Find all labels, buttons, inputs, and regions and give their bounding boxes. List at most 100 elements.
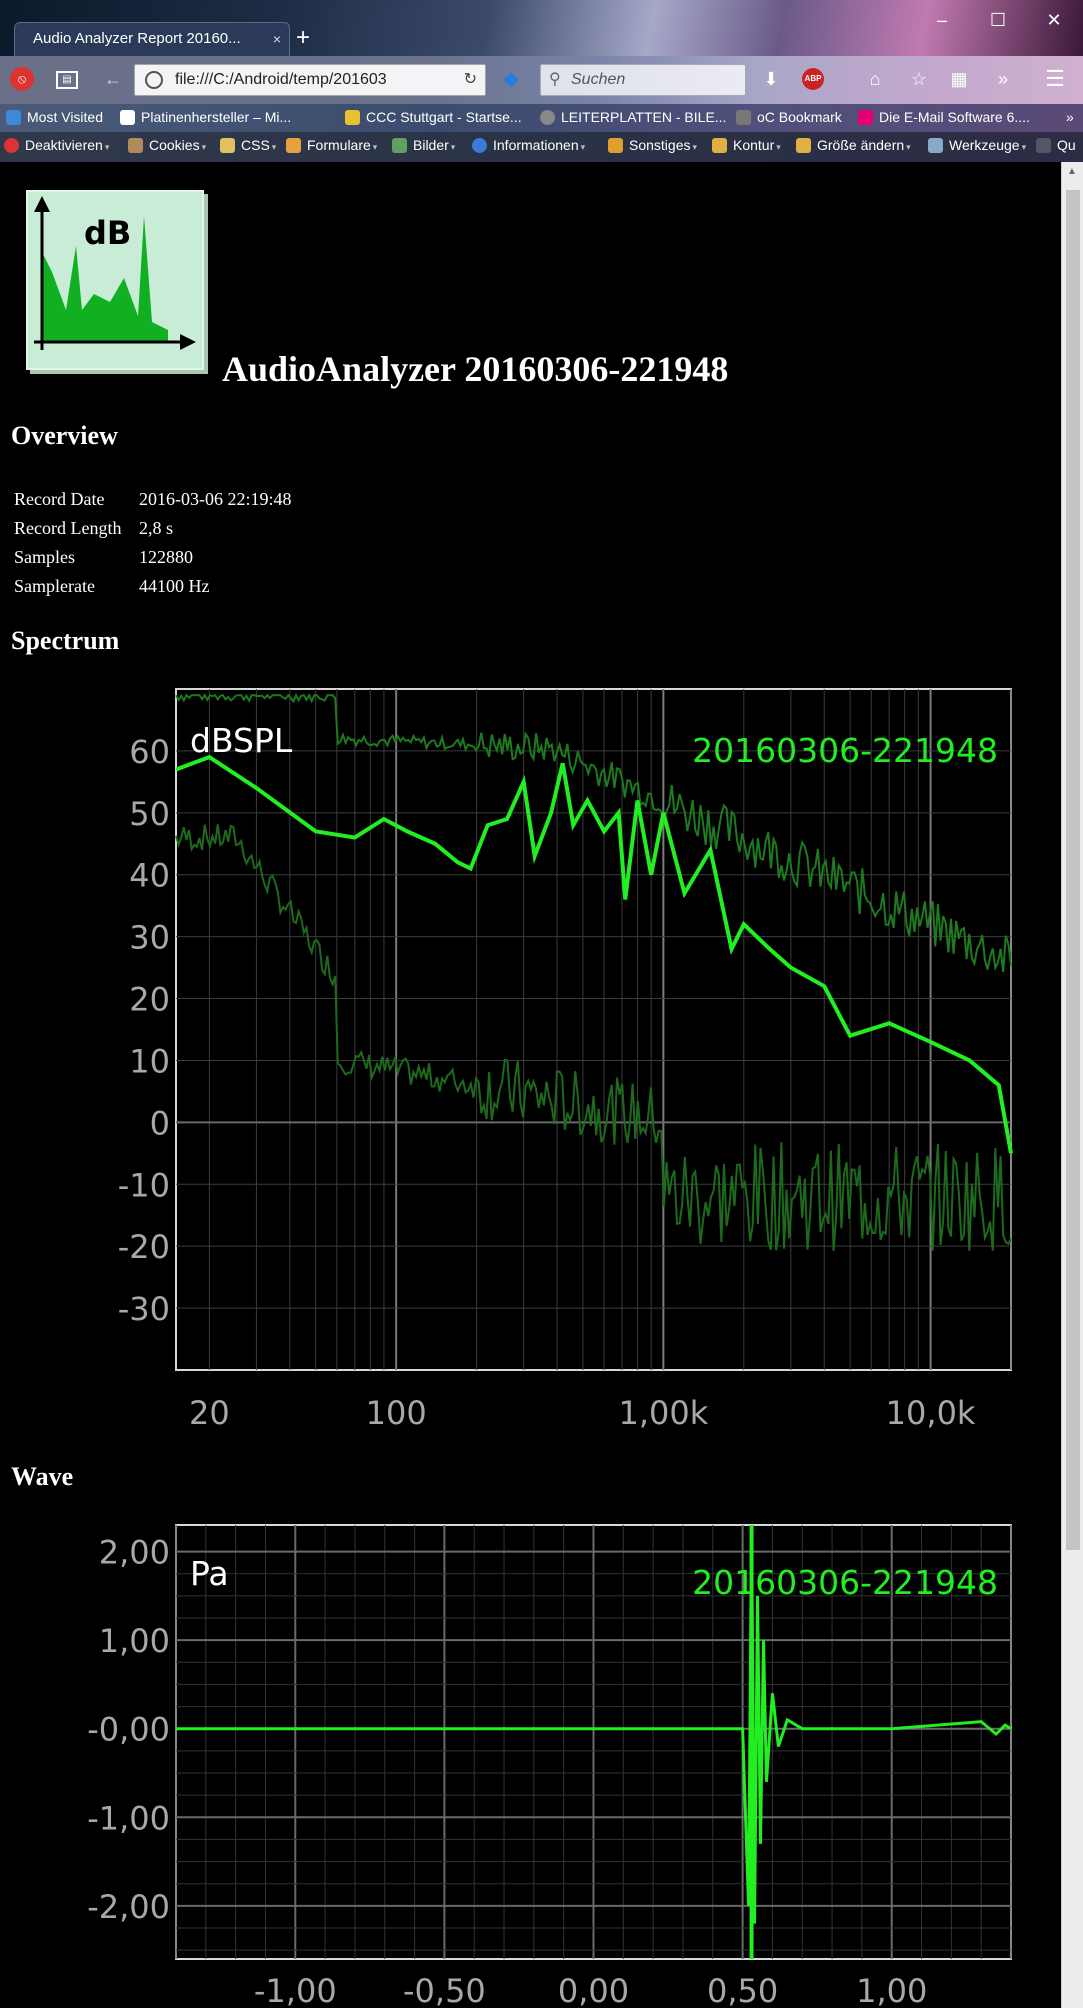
scrollbar-thumb[interactable]: [1066, 190, 1080, 1550]
wave-plot: Pa 20160306-221948 2,00 1,00 -0,00 -1,00 -2,…: [87, 1524, 1012, 2008]
y-tick-label: 2,00: [99, 1534, 170, 1572]
bookmarks-more-icon[interactable]: »: [1066, 109, 1074, 125]
search-icon: ⚲: [549, 71, 561, 88]
misc-icon: [608, 138, 623, 153]
bookmark-icon: [345, 110, 360, 125]
x-tick-label: 1,00: [856, 1972, 927, 2008]
table-row: Record Date 2016-03-06 22:19:48: [14, 489, 292, 509]
maximize-button[interactable]: ☐: [989, 10, 1007, 30]
page-title: AudioAnalyzer 20160306-221948: [222, 349, 729, 389]
tab-title: Audio Analyzer Report 20160...: [33, 30, 241, 47]
y-tick-label: -30: [118, 1290, 170, 1328]
toolbar-item-informationen[interactable]: Informationen ▾: [472, 137, 585, 153]
scroll-up-icon[interactable]: ▲: [1067, 166, 1077, 177]
reading-list-icon[interactable]: ▦: [950, 69, 968, 89]
bookmark-item[interactable]: Most Visited: [6, 109, 103, 125]
x-tick-label: 1,00k: [618, 1394, 708, 1432]
x-tick-label: -1,00: [254, 1972, 337, 2008]
tab-close-icon[interactable]: ×: [272, 31, 281, 47]
wave-unit-label: Pa: [190, 1554, 229, 1593]
adblock-icon[interactable]: ABP: [802, 68, 824, 90]
x-tick-label: 100: [366, 1394, 427, 1432]
bookmark-icon: [736, 110, 751, 125]
toolbar-item-cookies[interactable]: Cookies ▾: [128, 137, 206, 153]
wave-chart: Pa 20160306-221948 2,00 1,00 -0,00 -1,00 -2,…: [0, 1518, 1061, 2008]
bookmark-icon: [6, 110, 21, 125]
overview-heading: Overview: [11, 421, 118, 450]
minimize-button[interactable]: –: [936, 10, 947, 30]
toolbar-item-werkzeuge[interactable]: Werkzeuge ▾: [928, 137, 1026, 153]
toolbar-item-formulare[interactable]: Formulare ▾: [286, 137, 377, 153]
bookmark-star-icon[interactable]: ☆: [910, 69, 928, 89]
spectrum-envelope: [175, 692, 1012, 1252]
toolbar-item-bilder[interactable]: Bilder ▾: [392, 137, 455, 153]
y-tick-label: 50: [129, 795, 170, 833]
x-tick-label: -0,50: [403, 1972, 486, 2008]
toolbar-item-css[interactable]: CSS ▾: [220, 137, 276, 153]
download-icon[interactable]: ⬇: [763, 69, 779, 89]
y-tick-label: 40: [129, 857, 170, 895]
x-tick-label: 0,50: [707, 1972, 778, 2008]
globe-icon: [540, 110, 555, 125]
overview-table: Record Date 2016-03-06 22:19:48 Record Le…: [14, 485, 295, 601]
telekom-icon: [858, 110, 873, 125]
spectrum-max-trace: [175, 692, 1012, 973]
overflow-chevron-icon[interactable]: »: [997, 69, 1008, 89]
table-row: Samplerate 44100 Hz: [14, 576, 210, 596]
url-bar[interactable]: file:///C:/Android/temp/201603 ↻: [134, 64, 486, 96]
monitor-icon: [1036, 138, 1051, 153]
y-tick-label: 20: [129, 981, 170, 1019]
toolbar-item-sonstiges[interactable]: Sonstiges ▾: [608, 137, 697, 153]
search-placeholder: Suchen: [571, 71, 626, 88]
reload-icon[interactable]: ↻: [463, 71, 477, 88]
plot-area: [175, 688, 1012, 1371]
site-info-icon[interactable]: [145, 71, 163, 89]
logo-graph-icon: dB: [34, 196, 196, 350]
pencil-icon: [712, 138, 727, 153]
search-input[interactable]: ⚲ Suchen: [540, 64, 746, 96]
developer-toolbar: Deaktivieren ▾ Cookies ▾ CSS ▾ Formulare ▾ B…: [0, 132, 1083, 162]
menu-icon[interactable]: ☰: [1045, 66, 1065, 91]
bookmark-item[interactable]: Platinenhersteller – Mi...: [120, 109, 291, 125]
toolbar-item-deaktivieren[interactable]: Deaktivieren ▾: [4, 137, 109, 153]
y-tick-label: -1,00: [87, 1799, 170, 1837]
tab-active[interactable]: Audio Analyzer Report 20160... ×: [14, 22, 290, 56]
toolbar-item-more[interactable]: Qu: [1036, 137, 1076, 153]
bookmark-item[interactable]: Die E-Mail Software 6....: [858, 109, 1030, 125]
wave-series-label: 20160306-221948: [692, 1563, 998, 1602]
audio-analyzer-logo: dB: [26, 190, 204, 370]
vertical-scrollbar[interactable]: ▲: [1061, 162, 1083, 2008]
bookmark-item[interactable]: oC Bookmark: [736, 109, 842, 125]
bookmark-item[interactable]: LEITERPLATTEN - BILE...: [540, 109, 726, 125]
x-tick-label: 10,0k: [886, 1394, 976, 1432]
title-bar: Audio Analyzer Report 20160... × + – ☐ ✕: [0, 0, 1083, 56]
navigation-toolbar: ⦸ ▤ ← file:///C:/Android/temp/201603 ↻ ◆…: [0, 56, 1083, 104]
logo-text: dB: [84, 214, 131, 252]
addon-icon[interactable]: ⦸: [10, 67, 34, 91]
bookmark-item[interactable]: CCC Stuttgart - Startse...: [345, 109, 522, 125]
toolbar-item-groesse-aendern[interactable]: Größe ändern ▾: [796, 137, 911, 153]
back-icon[interactable]: ←: [104, 69, 122, 89]
cloud-icon: [120, 110, 135, 125]
spectrum-unit-label: dBSPL: [190, 721, 293, 760]
spectrum-min-trace: [175, 824, 1012, 1252]
tools-icon: [928, 138, 943, 153]
spectrum-plot: dBSPL 20160306-221948 6050403020100-10-2…: [118, 688, 1013, 1432]
extension-icon[interactable]: ◆: [503, 68, 519, 90]
image-icon: [392, 138, 407, 153]
y-tick-label: -0,00: [87, 1711, 170, 1749]
info-icon: [472, 138, 487, 153]
new-tab-button[interactable]: +: [296, 24, 311, 51]
resize-icon: [796, 138, 811, 153]
y-tick-label: -10: [118, 1166, 170, 1204]
wave-series-line: [176, 1524, 1012, 1924]
url-text: file:///C:/Android/temp/201603: [175, 71, 387, 88]
y-tick-label: 30: [129, 919, 170, 957]
close-window-button[interactable]: ✕: [1046, 10, 1062, 30]
css-icon: [220, 138, 235, 153]
sidebar-icon[interactable]: ▤: [56, 71, 78, 89]
toolbar-item-kontur[interactable]: Kontur ▾: [712, 137, 781, 153]
y-tick-label: -2,00: [87, 1888, 170, 1926]
form-icon: [286, 138, 301, 153]
home-icon[interactable]: ⌂: [869, 69, 881, 89]
